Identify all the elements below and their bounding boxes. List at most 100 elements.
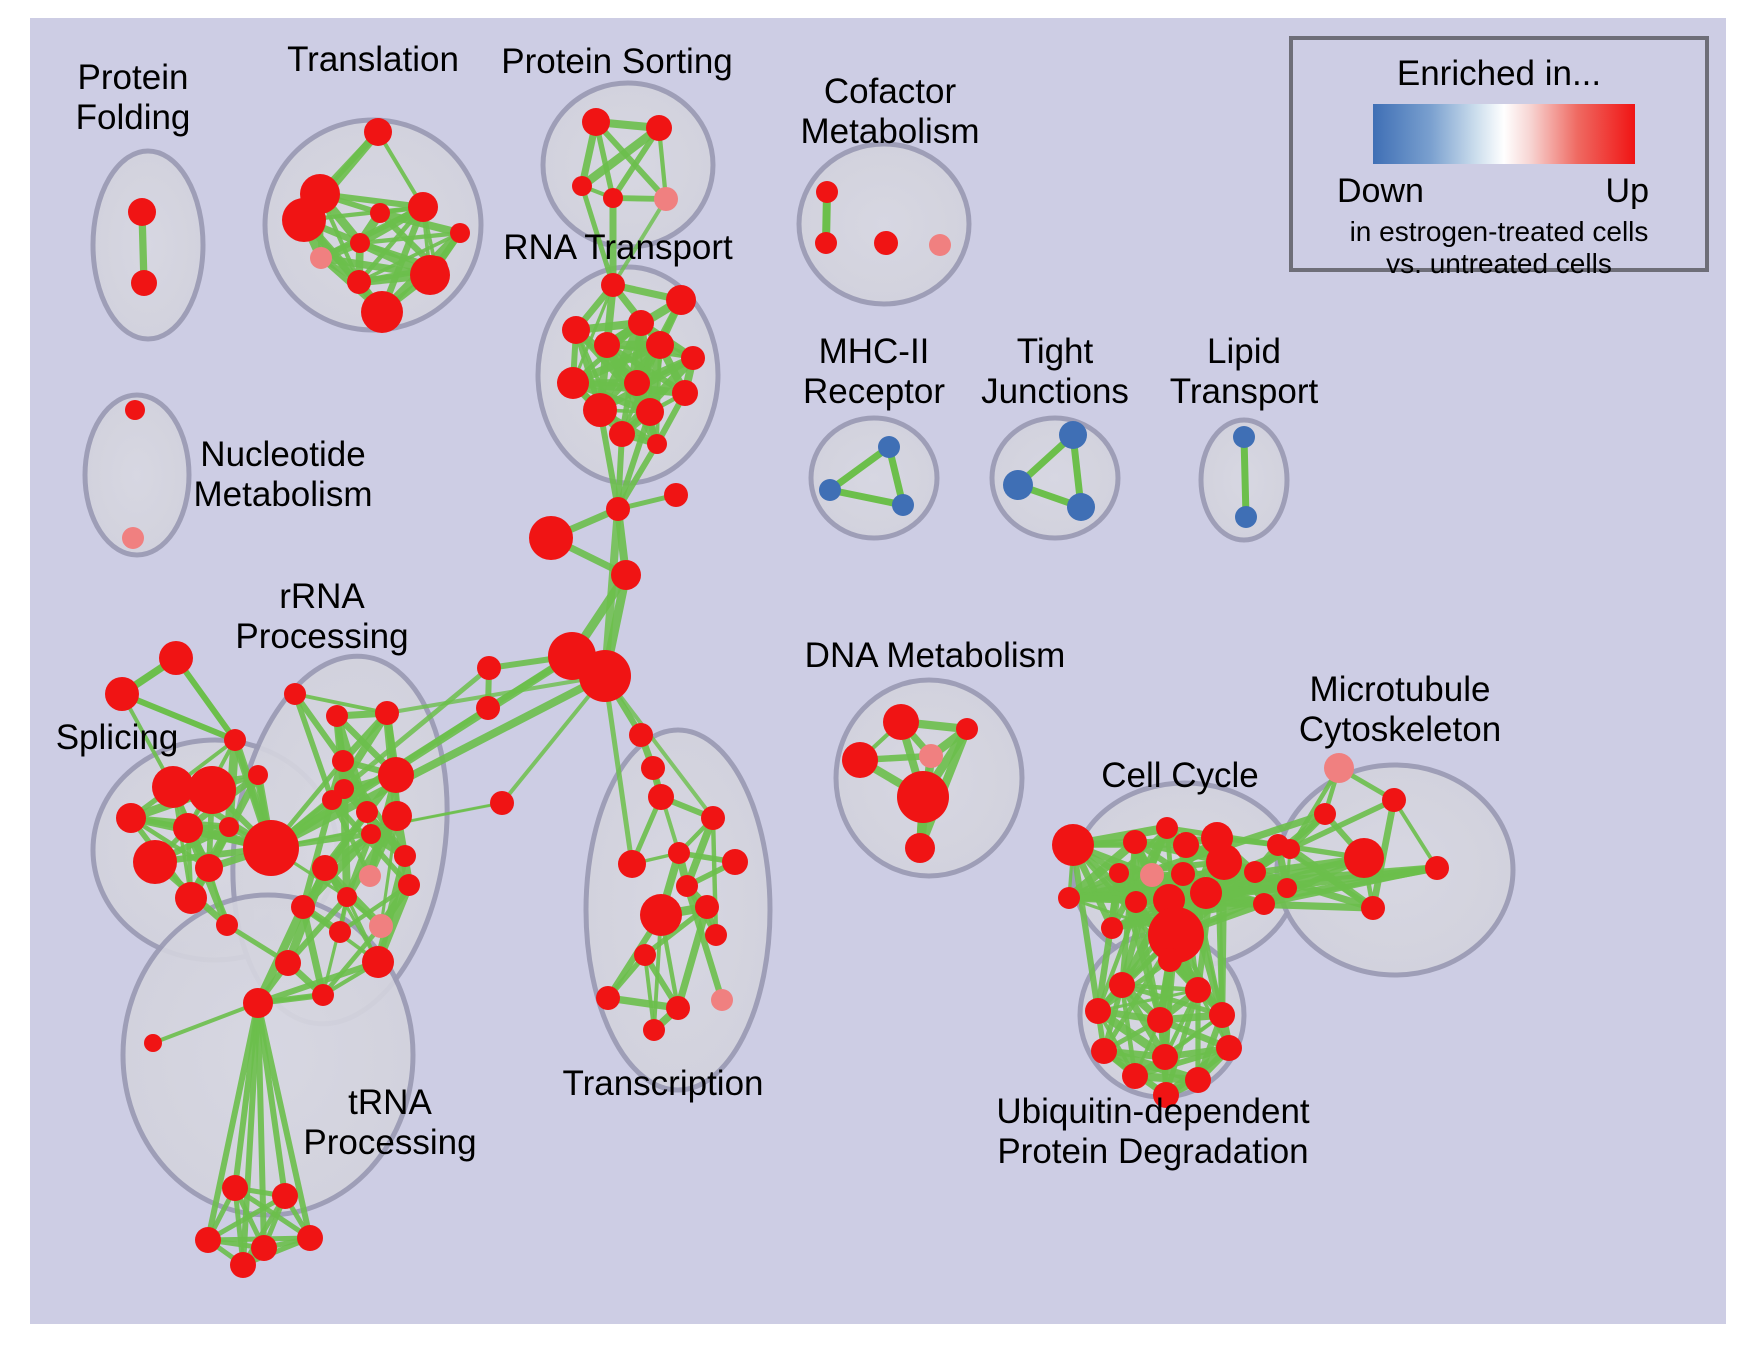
cluster-label-line: tRNA [348,1083,432,1122]
network-node [842,742,878,778]
network-node [1206,844,1242,880]
cluster-label-line: RNA Transport [503,228,733,267]
network-node [224,729,246,751]
cluster-label-line: Folding [75,98,191,137]
network-node [1235,506,1257,528]
network-node [282,198,326,242]
network-node [133,840,177,884]
network-node [1153,1082,1179,1108]
network-node [878,436,900,458]
network-node [216,914,238,936]
cluster-label-rna-transport: RNA Transport [503,228,733,268]
network-node [398,874,420,896]
network-node [1109,972,1135,998]
network-edge [267,672,609,852]
network-node [722,849,748,875]
cluster-label-line: Metabolism [193,475,373,514]
network-node [1382,788,1406,812]
network-node [1125,891,1147,913]
cluster-label-line: Protein [77,58,189,97]
network-edge [292,691,346,764]
network-node [646,331,674,359]
network-node [1324,753,1354,783]
network-node [378,757,414,793]
network-node [275,950,301,976]
network-node [410,255,450,295]
legend-subtitle-line2: vs. untreated cells [1386,248,1612,279]
network-node [701,806,725,830]
network-node [490,791,514,815]
network-node [1171,862,1195,886]
cluster-label-nucleotide-metabolism: Nucleotide Metabolism [194,435,373,515]
network-node [310,247,332,269]
network-node [272,1183,298,1209]
cluster-label-line: Protein Sorting [501,42,733,81]
network-node [382,801,412,831]
legend-up-label: Up [1605,172,1649,210]
network-node [666,285,696,315]
network-node [1216,1035,1242,1061]
network-edge [357,230,463,246]
network-node [337,887,357,907]
network-edge [500,674,607,805]
network-node [883,704,919,740]
network-node [1209,1002,1235,1028]
network-edge [1065,894,1377,912]
network-node [611,560,641,590]
network-node [370,203,390,223]
cluster-label-ubiquitin-protein-degradation: Ubiquitin-dependent Protein Degradation [996,1092,1309,1172]
network-node [1244,861,1266,883]
network-node [222,1175,248,1201]
network-node [361,824,381,844]
network-edge [240,1193,288,1268]
cluster-label-line: Transcription [562,1064,764,1103]
network-node [648,784,674,810]
network-edge [151,1001,260,1045]
network-node [1147,1007,1173,1033]
network-edge [1240,433,1250,521]
network-node [144,1034,162,1052]
network-edge [1108,854,1368,932]
network-edge [710,815,719,938]
network-node [369,914,393,938]
cluster-label-line: MHC-II [818,332,930,371]
cluster-label-line: Ubiquitin-dependent [996,1092,1310,1131]
network-node [594,332,620,358]
network-node [562,316,590,344]
network-node [641,756,665,780]
network-node [634,944,656,966]
network-node [1425,856,1449,880]
cluster-label-protein-sorting: Protein Sorting [501,42,733,82]
cluster-label-line: Tight [1016,332,1094,371]
cluster-label-cell-cycle: Cell Cycle [1101,756,1259,796]
network-node [681,346,705,370]
network-edge [1287,797,1397,852]
network-node [1003,470,1033,500]
network-node [326,705,348,727]
cluster-label-microtubule-cytoskeleton: Microtubule Cytoskeleton [1299,670,1501,750]
network-node [131,270,157,296]
network-node [152,766,194,808]
network-node [347,270,371,294]
network-node [956,718,978,740]
network-node [664,483,688,507]
network-node [1059,421,1087,449]
network-node [251,1235,277,1261]
network-node [1148,907,1204,963]
network-node [609,421,635,447]
network-node [897,771,949,823]
network-edge [615,409,653,512]
network-node [248,765,268,785]
network-edge [610,125,662,201]
cluster-label-line: Transport [1169,372,1319,411]
network-node [603,188,623,208]
network-node [892,494,914,516]
network-node [364,118,392,146]
network-edge [1251,868,1377,912]
network-node [624,370,650,396]
network-node [361,291,403,333]
network-edge [356,204,426,285]
network-node [874,231,898,255]
network-node [1091,1038,1117,1064]
